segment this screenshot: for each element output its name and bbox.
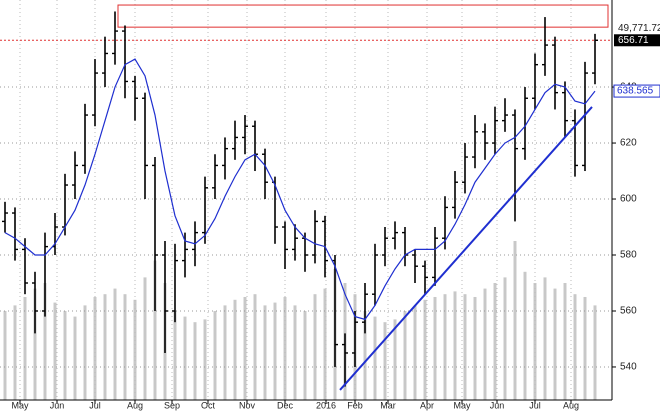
volume-bar (3, 310, 7, 400)
volume-bar (143, 277, 147, 400)
x-tick-label: 2016 (316, 400, 336, 410)
x-tick-label: Apr (420, 400, 434, 410)
x-tick-label: Nov (239, 400, 256, 410)
volume-bar (273, 302, 277, 400)
x-tick-label: Jul (529, 400, 541, 410)
highlight-box (117, 4, 609, 28)
volume-bar (193, 322, 197, 400)
volume-bar (103, 294, 107, 400)
volume-bar (123, 294, 127, 400)
volume-bar (463, 294, 467, 400)
x-tick-label: Sep (164, 400, 180, 410)
volume-bar (593, 305, 597, 400)
volume-bar (553, 288, 557, 400)
volume-bar (73, 316, 77, 400)
volume-bar (393, 319, 397, 400)
volume-bar (133, 299, 137, 400)
y-tick-label: 600 (620, 194, 637, 205)
volume-bar (23, 296, 27, 400)
ma-value-box (613, 84, 660, 98)
volume-bar (253, 294, 257, 400)
volume-bar (213, 310, 217, 400)
volume-bar (453, 291, 457, 400)
y-tick-label: 580 (620, 250, 637, 261)
volume-bar (303, 310, 307, 400)
volume-bar (483, 288, 487, 400)
x-tick-label: Dec (277, 400, 294, 410)
volume-bar (493, 282, 497, 400)
x-tick-label: Aug (563, 400, 579, 410)
volume-bar (423, 299, 427, 400)
volume-bar (243, 296, 247, 400)
volume-bar (183, 316, 187, 400)
volume-bar (413, 305, 417, 400)
volume-bar (583, 296, 587, 400)
volume-bar (473, 296, 477, 400)
x-tick-label: Jul (89, 400, 101, 410)
volume-bar (263, 305, 267, 400)
x-tick-label: Jun (50, 400, 65, 410)
volume-bar (383, 322, 387, 400)
volume-bar (443, 294, 447, 400)
volume-bar (203, 319, 207, 400)
volume-bar (503, 277, 507, 400)
volume-bar (53, 302, 57, 400)
volume-bar (373, 316, 377, 400)
volume-bar (523, 271, 527, 400)
x-tick-label: May (453, 400, 471, 410)
ma-value-label: 638.565 (617, 86, 654, 97)
volume-bar (173, 310, 177, 400)
volume-bar (13, 305, 17, 400)
volume-bar (363, 310, 367, 400)
volume-bar (83, 305, 87, 400)
moving-average-line (4, 58, 596, 321)
volume-bar (223, 305, 227, 400)
volume-value-label: 49,771.72 (618, 23, 660, 34)
volume-bar (43, 282, 47, 400)
volume-bar (543, 277, 547, 400)
y-tick-label: 620 (620, 138, 637, 149)
x-tick-label: Mar (380, 400, 396, 410)
volume-bar (573, 294, 577, 400)
volume-bar (563, 282, 567, 400)
volume-bar (153, 260, 157, 400)
y-tick-label: 540 (620, 362, 637, 373)
x-tick-label: May (11, 400, 29, 410)
volume-bar (293, 305, 297, 400)
volume-bar (313, 294, 317, 400)
volume-bar (33, 288, 37, 400)
x-tick-label: Oct (201, 400, 216, 410)
volume-bar (433, 296, 437, 400)
volume-bar (63, 310, 67, 400)
volume-bar (323, 288, 327, 400)
y-tick-label: 560 (620, 306, 637, 317)
background-layer (0, 0, 612, 400)
last-price-box (614, 34, 660, 47)
trendline (339, 106, 593, 391)
volume-bar (513, 241, 517, 400)
volume-bar (113, 288, 117, 400)
last-price-label: 656.71 (618, 35, 649, 46)
x-tick-label: Feb (347, 400, 363, 410)
x-tick-label: Aug (127, 400, 143, 410)
volume-bar (233, 299, 237, 400)
volume-bar (403, 310, 407, 400)
x-tick-label: Jun (490, 400, 505, 410)
volume-bar (533, 282, 537, 400)
